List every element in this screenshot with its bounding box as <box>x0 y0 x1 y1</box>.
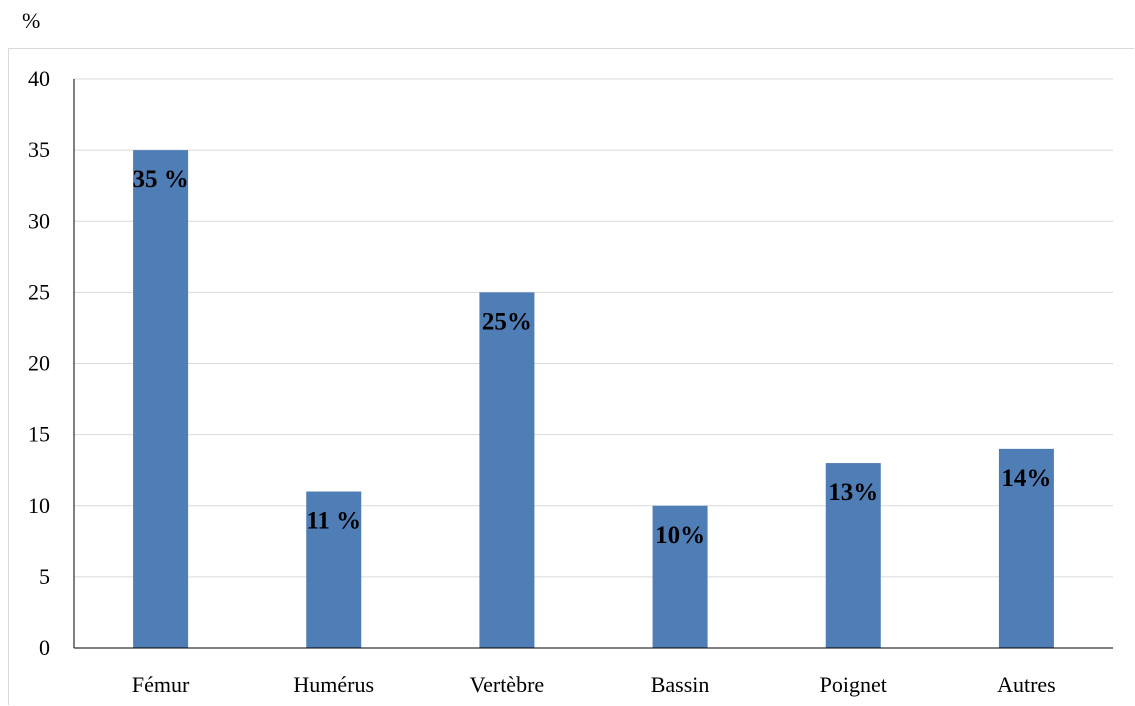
bar <box>825 463 881 648</box>
data-label: 14% <box>1001 465 1051 492</box>
bar <box>652 505 708 648</box>
y-tick-label: 40 <box>28 66 50 91</box>
x-tick-label: Autres <box>997 672 1056 697</box>
x-tick-label: Fémur <box>132 672 190 697</box>
x-axis: Fémur Humérus Vertèbre Bassin Poignet Autres <box>74 647 1113 697</box>
gridlines <box>74 78 1113 578</box>
x-tick-label: Humérus <box>293 672 374 697</box>
y-tick-label: 15 <box>28 422 50 447</box>
data-label: 35 % <box>132 166 188 193</box>
bar <box>133 150 189 648</box>
y-axis: 0 5 10 15 20 25 30 35 40 <box>28 66 75 660</box>
y-unit-label: % <box>22 8 41 33</box>
bar <box>479 292 535 648</box>
y-tick-label: 0 <box>39 635 50 660</box>
data-label: 10% <box>655 522 705 549</box>
y-tick-label: 30 <box>28 208 50 233</box>
bar <box>306 491 362 648</box>
data-label: 13% <box>828 479 878 506</box>
x-tick-label: Poignet <box>820 672 887 697</box>
y-tick-label: 10 <box>28 493 50 518</box>
x-tick-label: Bassin <box>651 672 710 697</box>
y-tick-label: 5 <box>39 564 50 589</box>
y-tick-label: 35 <box>28 137 50 162</box>
y-tick-label: 25 <box>28 279 50 304</box>
data-label: 11 % <box>306 508 361 535</box>
data-label: 25% <box>482 308 532 335</box>
y-tick-label: 20 <box>28 351 50 376</box>
data-labels: 35 % 11 % 25% 10% 13% 14% <box>132 166 1051 549</box>
x-tick-label: Vertèbre <box>470 672 545 697</box>
bars <box>133 150 1054 648</box>
chart-frame <box>8 48 1134 705</box>
bar <box>998 448 1054 648</box>
